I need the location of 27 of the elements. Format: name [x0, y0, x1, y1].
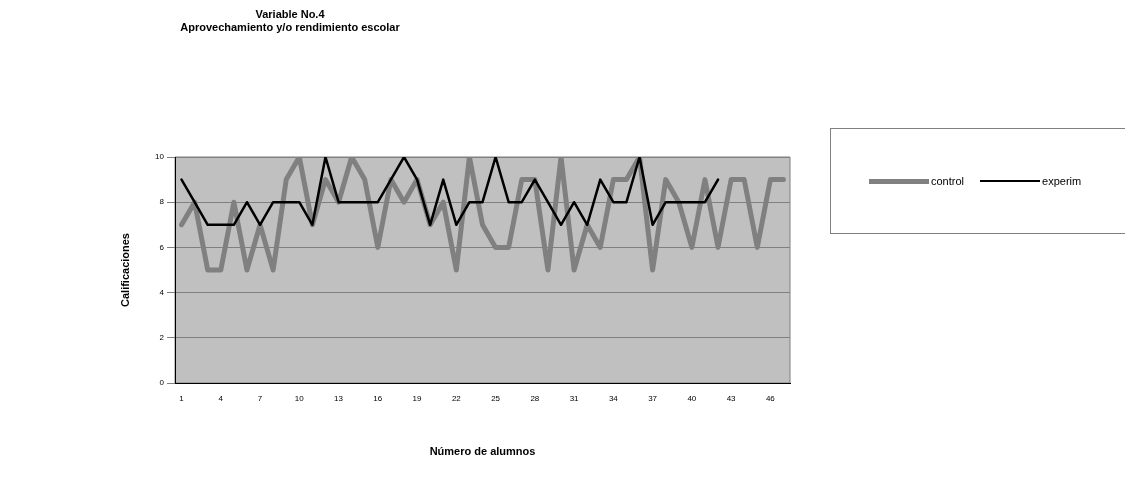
y-tick-label: 10 [155, 152, 165, 162]
x-tick-label: 16 [373, 394, 383, 403]
y-tick-label: 8 [159, 197, 165, 207]
text: experim [1042, 175, 1082, 187]
x-axis-title: Número de alumnos [429, 445, 536, 458]
x-tick-label: 40 [687, 394, 697, 403]
x-tick-label: 10 [294, 394, 305, 403]
x-tick-label: 19 [412, 394, 423, 403]
x-tick-label: 28 [530, 394, 540, 403]
chart-title: Variable No.4 Aprovechamiento y/o rendimiento escolar [179, 8, 401, 34]
text: control [931, 175, 965, 187]
x-tick-label: 34 [608, 394, 619, 403]
x-tick-label: 7 [257, 394, 263, 403]
x-tick-label: 43 [726, 394, 737, 403]
x-tick-label: 31 [569, 394, 580, 403]
x-tick-label: 46 [765, 394, 776, 403]
y-axis-title: Calificaciones [118, 233, 131, 307]
x-tick-label: 13 [334, 394, 344, 403]
x-tick-label: 22 [451, 394, 462, 403]
x-tick-label: 37 [648, 394, 658, 403]
x-tick-label: 25 [491, 394, 501, 403]
y-tick-label: 6 [159, 242, 165, 252]
y-tick-label: 0 [159, 378, 165, 388]
x-tick-label: 4 [218, 394, 224, 403]
y-tick-label: 4 [159, 287, 165, 297]
y-tick-label: 2 [159, 333, 165, 342]
x-tick-label: 1 [179, 394, 185, 403]
